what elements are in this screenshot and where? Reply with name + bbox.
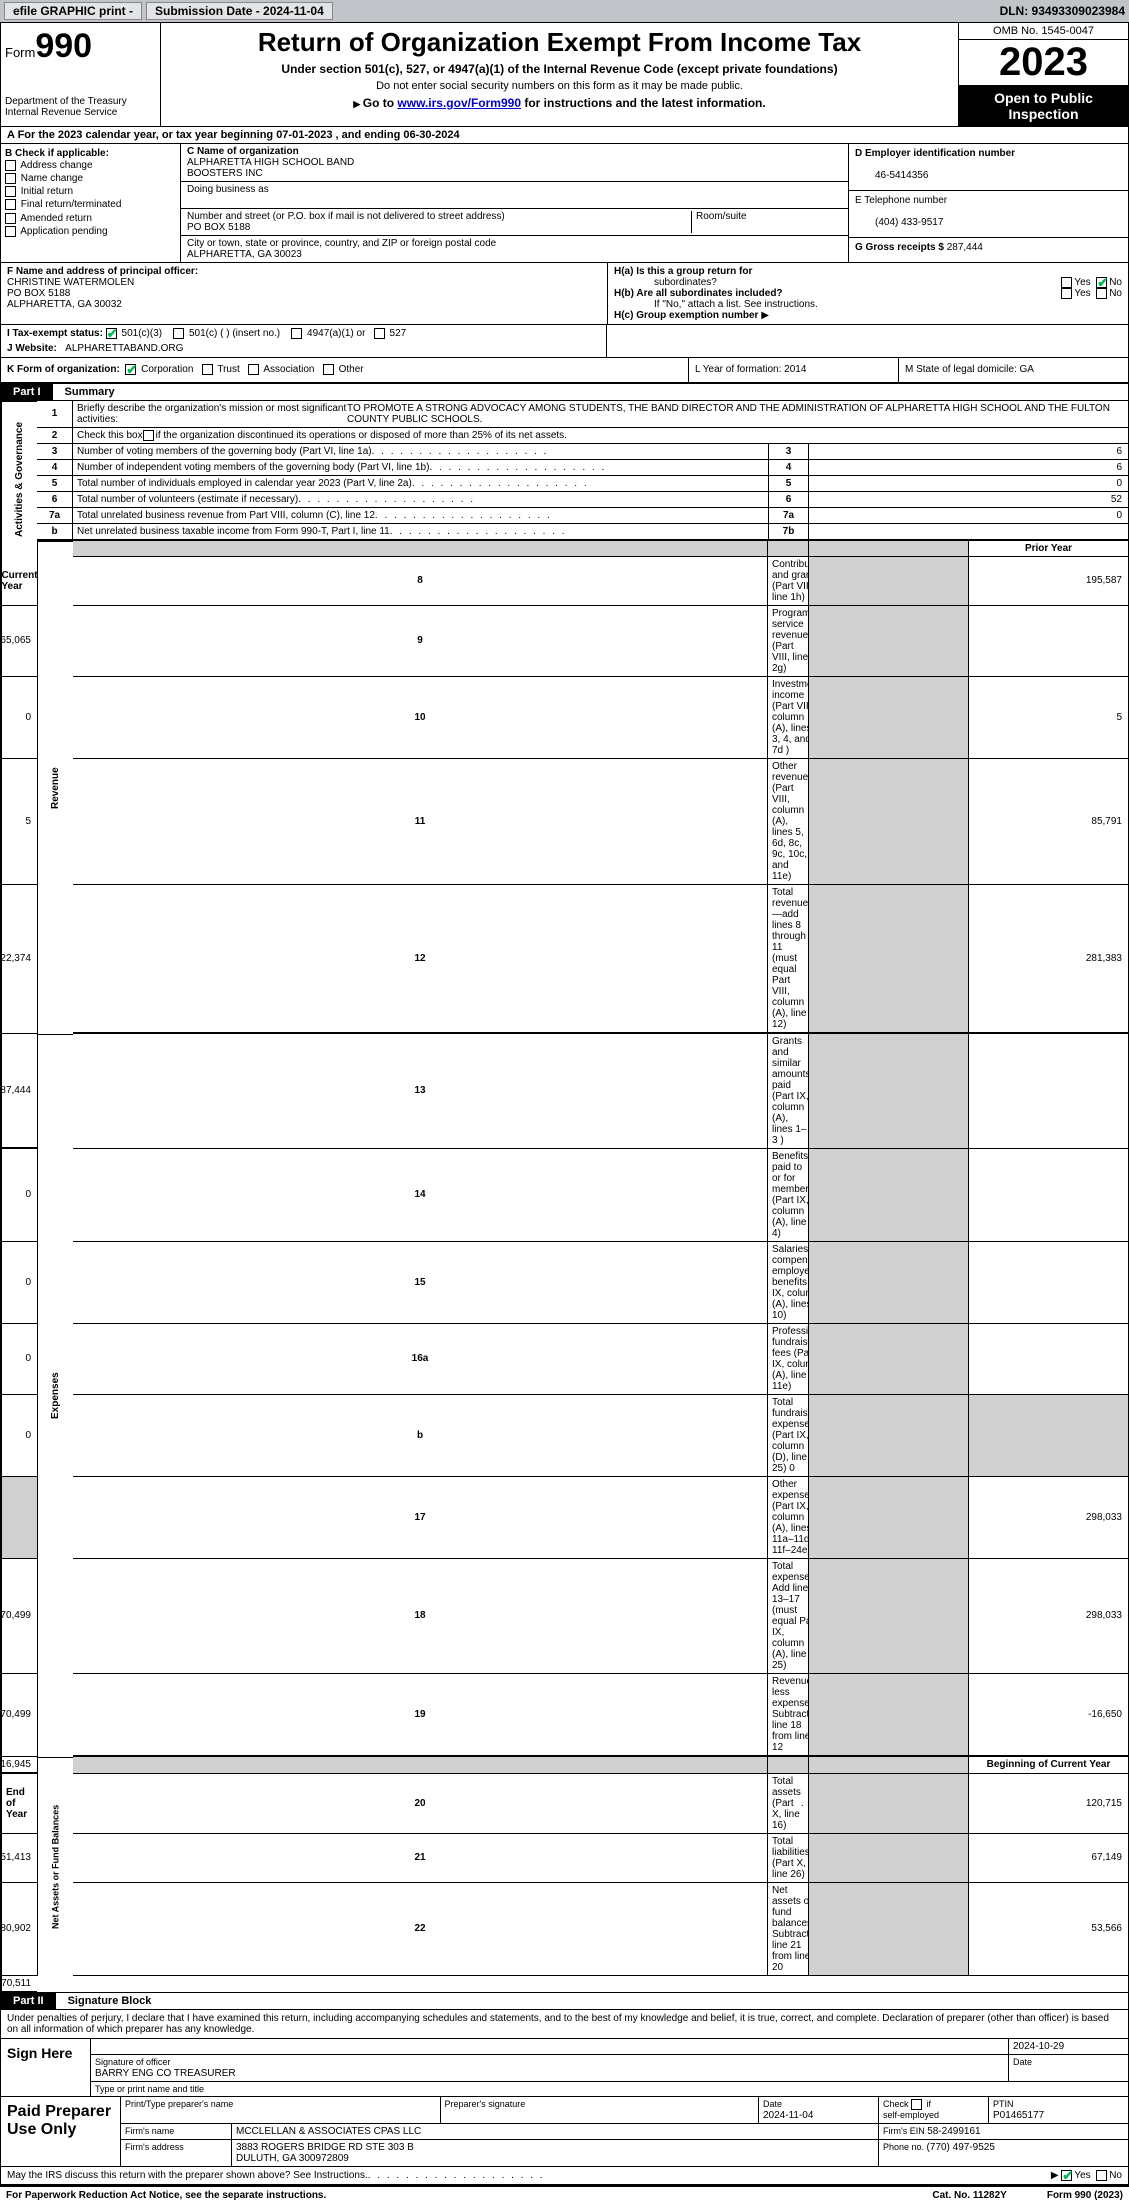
footer-last: For Paperwork Reduction Act Notice, see …: [0, 2185, 1129, 2204]
row-klm: K Form of organization: Corporation Trus…: [0, 358, 1129, 382]
submission-date: Submission Date - 2024-11-04: [146, 2, 333, 20]
paid-preparer: Paid Preparer Use Only Print/Type prepar…: [0, 2097, 1129, 2167]
sec-fh: F Name and address of principal officer:…: [0, 263, 1129, 325]
form-subtitle-1: Under section 501(c), 527, or 4947(a)(1)…: [169, 62, 950, 76]
form-subtitle-2: Do not enter social security numbers on …: [169, 80, 950, 92]
sign-here: Sign Here 2024-10-29 Signature of office…: [0, 2039, 1129, 2097]
part2-header: Part II Signature Block: [0, 1992, 1129, 2010]
irs-label: Internal Revenue Service: [5, 107, 156, 118]
side-net: Net Assets or Fund Balances: [37, 1757, 73, 1976]
efile-print-btn[interactable]: efile GRAPHIC print -: [4, 2, 142, 20]
irs-discuss-row: May the IRS discuss this return with the…: [0, 2167, 1129, 2185]
block-bcdeg: B Check if applicable: Address change Na…: [0, 144, 1129, 263]
omb-no: OMB No. 1545-0047: [959, 23, 1128, 40]
col-c: C Name of organization ALPHARETTA HIGH S…: [181, 144, 848, 262]
dln: DLN: 93493309023984: [1000, 4, 1125, 18]
form-title: Return of Organization Exempt From Incom…: [169, 27, 950, 58]
col-deg: D Employer identification number 46-5414…: [848, 144, 1128, 262]
row-a-tax-year: A For the 2023 calendar year, or tax yea…: [0, 127, 1129, 144]
side-rev: Revenue: [37, 541, 73, 1034]
col-b: B Check if applicable: Address change Na…: [1, 144, 181, 262]
summary-table: Activities & Governance 1 Briefly descri…: [0, 401, 1129, 1992]
part1-header: Part I Summary: [0, 383, 1129, 401]
side-gov: Activities & Governance: [1, 401, 37, 557]
efile-topbar: efile GRAPHIC print - Submission Date - …: [0, 0, 1129, 22]
dept-treasury: Department of the Treasury: [5, 96, 156, 107]
form-goto: Go to www.irs.gov/Form990 for instructio…: [169, 96, 950, 110]
row-i: I Tax-exempt status: 501(c)(3) 501(c) ( …: [0, 325, 1129, 358]
tax-year: 2023: [959, 40, 1128, 86]
irs-link[interactable]: www.irs.gov/Form990: [397, 96, 521, 110]
form-header: Form990 Department of the Treasury Inter…: [0, 22, 1129, 127]
open-to-public: Open to Public Inspection: [959, 86, 1128, 126]
form-number: Form990: [5, 27, 156, 66]
side-exp: Expenses: [37, 1034, 73, 1757]
perjury-text: Under penalties of perjury, I declare th…: [0, 2010, 1129, 2039]
